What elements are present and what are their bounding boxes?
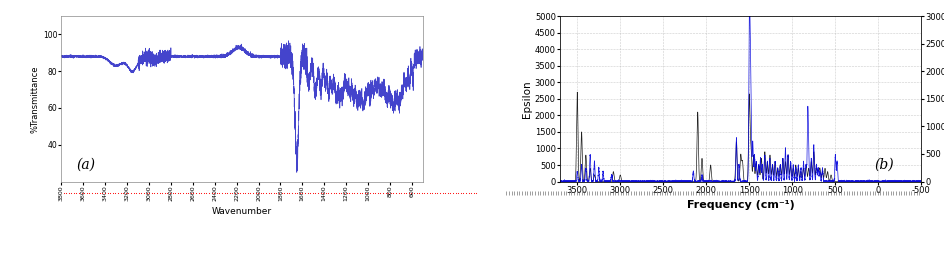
Y-axis label: Epsilon: Epsilon <box>521 80 531 117</box>
X-axis label: Frequency (cm⁻¹): Frequency (cm⁻¹) <box>686 200 794 210</box>
Text: (a): (a) <box>76 158 94 172</box>
Text: (b): (b) <box>873 158 893 172</box>
Y-axis label: %Transmittance: %Transmittance <box>31 65 40 132</box>
X-axis label: Wavenumber: Wavenumber <box>211 207 272 216</box>
